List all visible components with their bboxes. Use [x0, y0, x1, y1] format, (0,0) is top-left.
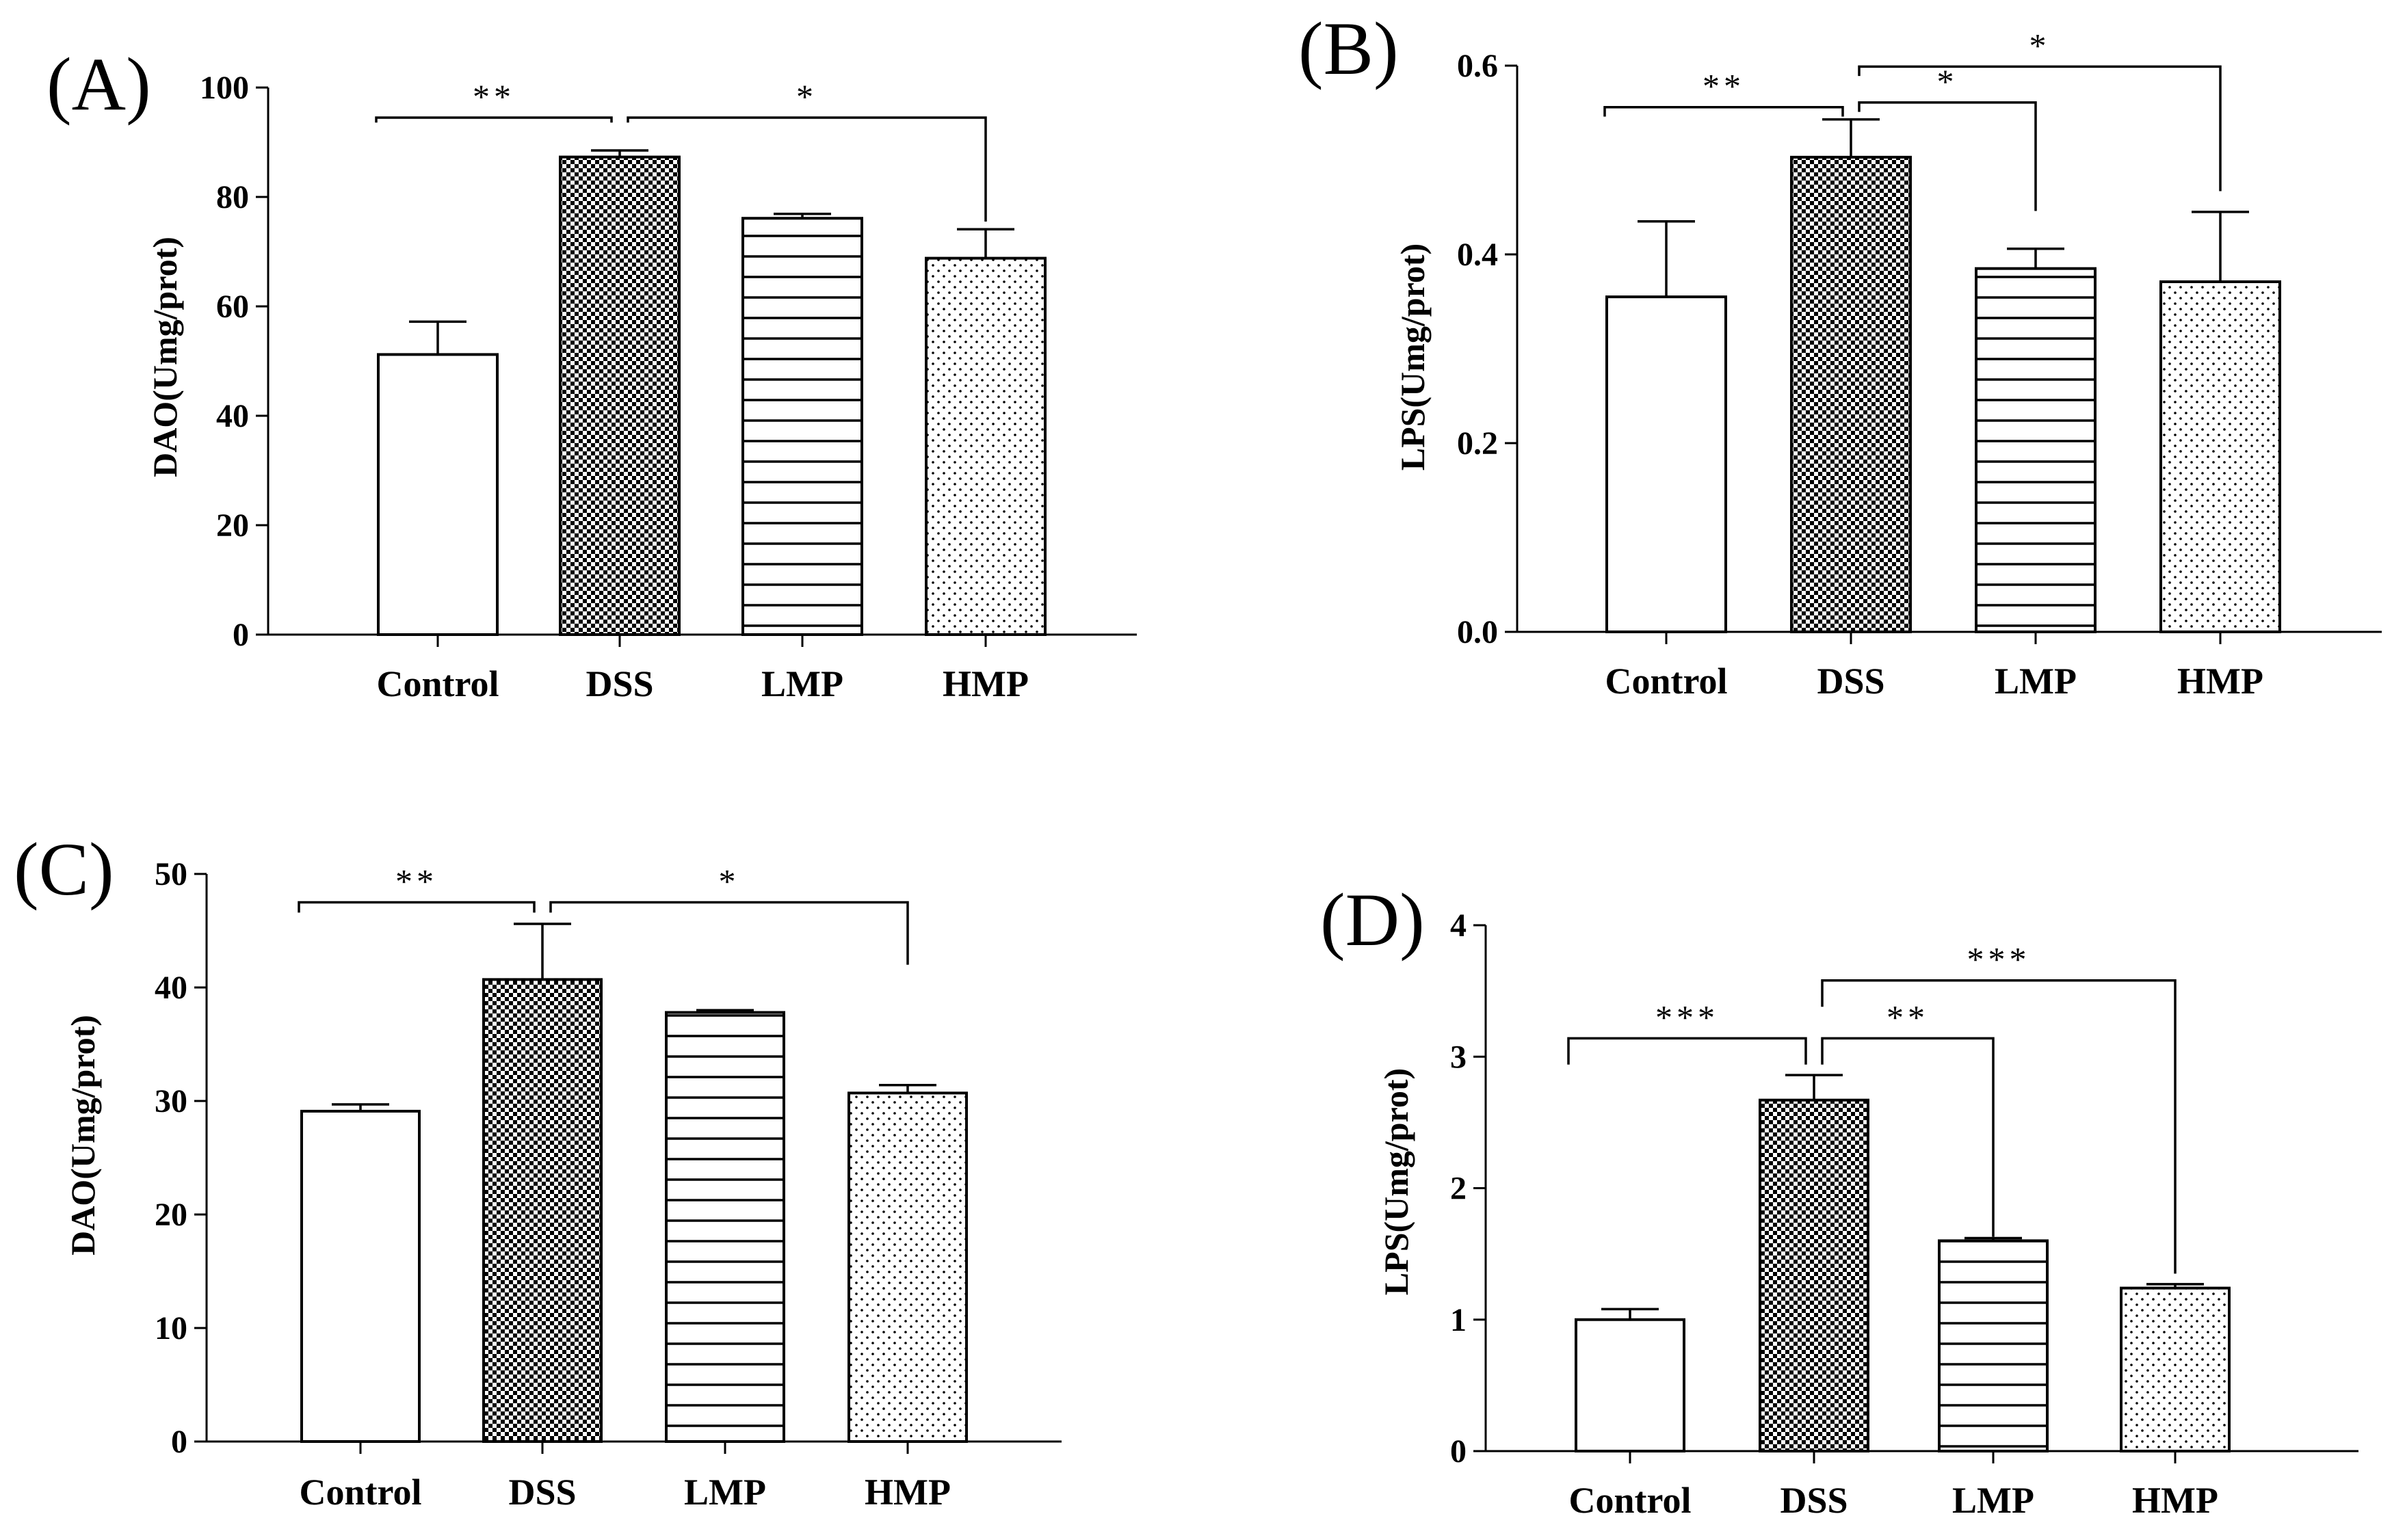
significance-bracket — [298, 901, 536, 913]
significance-label: *** — [1967, 940, 2031, 979]
bar — [741, 217, 863, 636]
y-tick-label: 60 — [216, 289, 249, 325]
significance-label: ** — [395, 862, 438, 901]
y-tick-label: 2 — [1450, 1171, 1467, 1207]
y-tick-label: 4 — [1450, 907, 1467, 944]
bar — [1790, 155, 1912, 634]
bar — [377, 353, 499, 637]
significance-bracket — [375, 116, 613, 123]
bar — [2120, 1286, 2231, 1452]
panel-a: (A) DAO(Umg/prot) 0 20 40 60 80 100 Control DSS… — [47, 42, 1137, 704]
panel-c: (C) DAO(Umg/prot) 0 10 20 30 40 50 Control DSS L… — [14, 827, 1062, 1513]
significance-bracket — [1821, 1037, 1995, 1237]
y-tick-label: 40 — [216, 398, 249, 434]
significance-label: *** — [1655, 998, 1719, 1036]
significance-label: * — [2029, 26, 2051, 64]
y-tick-label: 0.4 — [1457, 237, 1498, 273]
panel-d: (D) LPS(Umg/prot) 0 1 2 3 4 Control DSS LMP HMP *… — [1320, 878, 2358, 1521]
y-tick-label: 0 — [171, 1424, 187, 1460]
x-tick-label: LMP — [761, 663, 843, 704]
y-tick-label: 50 — [155, 856, 187, 892]
panel-b-ylabel: LPS(Umg/prot) — [1393, 243, 1432, 470]
significance-bracket — [627, 116, 987, 222]
bar — [1759, 1098, 1869, 1452]
x-tick-label: HMP — [2177, 661, 2263, 702]
y-tick-label: 3 — [1450, 1039, 1467, 1075]
panel-c-label: (C) — [14, 827, 114, 911]
significance-label: ** — [473, 77, 515, 116]
significance-label: ** — [1703, 67, 1745, 105]
panel-d-ylabel: LPS(Umg/prot) — [1377, 1068, 1415, 1295]
significance-label: * — [796, 77, 817, 116]
y-tick-label: 20 — [216, 507, 249, 544]
x-tick-label: Control — [1605, 661, 1727, 702]
y-tick-label: 100 — [200, 70, 249, 106]
x-tick-label: DSS — [508, 1472, 576, 1513]
y-tick-label: 0.2 — [1457, 425, 1498, 462]
bar — [1605, 295, 1727, 633]
significance-bracket — [1567, 1037, 1807, 1065]
panel-a-label: (A) — [47, 42, 151, 126]
panel-b: (B) LPS(Umg/prot) 0.0 0.2 0.4 0.6 Control DSS… — [1298, 7, 2382, 702]
y-tick-label: 10 — [155, 1310, 187, 1346]
x-tick-label: LMP — [1952, 1480, 2034, 1521]
y-tick-label: 0 — [1450, 1433, 1467, 1470]
y-tick-label: 0.6 — [1457, 48, 1498, 84]
significance-bracket — [1821, 979, 2177, 1274]
x-tick-label: Control — [299, 1472, 421, 1513]
significance-label: ** — [1887, 998, 1929, 1036]
x-tick-label: Control — [1568, 1480, 1691, 1521]
significance-bracket — [1858, 65, 2222, 191]
significance-label: * — [719, 862, 740, 901]
x-tick-label: LMP — [1995, 661, 2077, 702]
x-tick-label: HMP — [2132, 1480, 2218, 1521]
panel-c-ylabel: DAO(Umg/prot) — [64, 1015, 102, 1256]
bar — [1975, 267, 2097, 633]
y-tick-label: 0.0 — [1457, 614, 1498, 650]
y-tick-label: 1 — [1450, 1302, 1467, 1338]
bar — [665, 1011, 785, 1443]
significance-bracket — [1858, 101, 2037, 211]
y-tick-label: 40 — [155, 970, 187, 1006]
x-tick-label: HMP — [943, 663, 1029, 704]
panel-d-label: (D) — [1320, 878, 1425, 961]
significance-bracket — [1603, 105, 1844, 117]
significance-label: * — [1937, 62, 1958, 101]
bar — [559, 155, 681, 637]
x-tick-label: DSS — [1817, 661, 1884, 702]
x-tick-label: DSS — [1780, 1480, 1848, 1521]
panel-a-ylabel: DAO(Umg/prot) — [146, 237, 184, 477]
bar — [925, 256, 1047, 637]
bar — [482, 978, 603, 1443]
bar — [1575, 1318, 1685, 1452]
significance-bracket — [549, 901, 909, 965]
y-tick-label: 30 — [155, 1083, 187, 1119]
bar — [300, 1109, 421, 1443]
x-tick-label: Control — [376, 663, 499, 704]
y-tick-label: 20 — [155, 1197, 187, 1233]
bar — [2159, 280, 2281, 633]
x-tick-label: DSS — [586, 663, 653, 704]
x-tick-label: HMP — [865, 1472, 951, 1513]
bar — [847, 1091, 968, 1443]
panel-b-label: (B) — [1298, 7, 1399, 90]
bar — [1938, 1239, 2049, 1453]
x-tick-label: LMP — [684, 1472, 766, 1513]
y-tick-label: 0 — [233, 617, 249, 653]
y-tick-label: 80 — [216, 179, 249, 215]
